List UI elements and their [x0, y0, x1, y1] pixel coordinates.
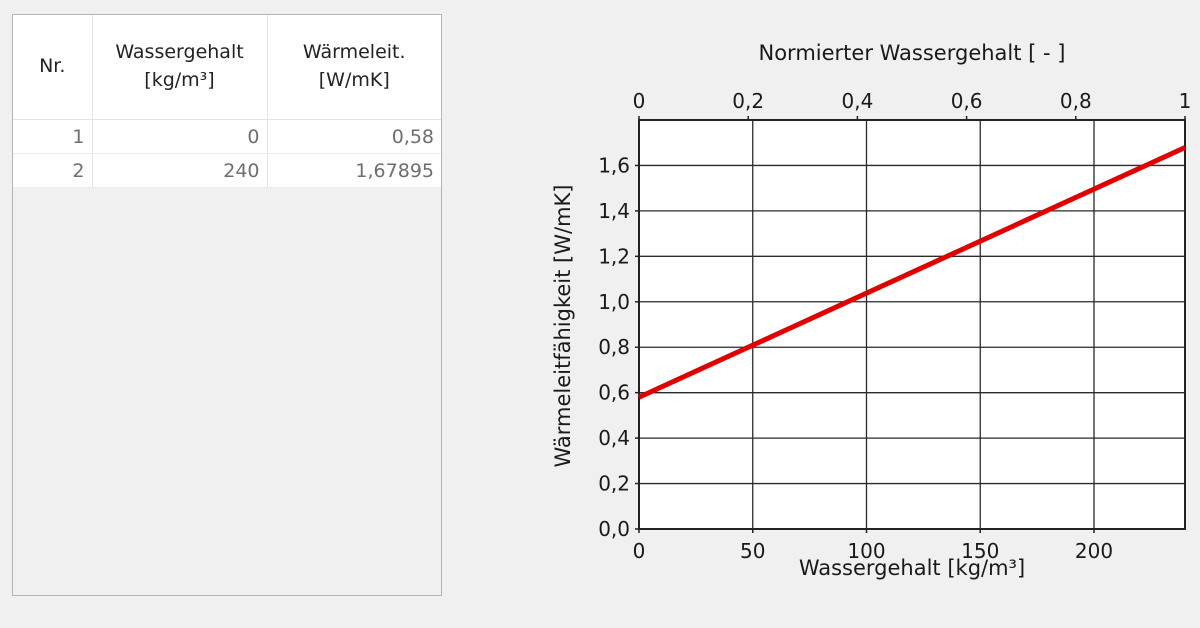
x2-tick-labels: 0 0,2 0,4 0,6 0,8 1 — [633, 89, 1192, 120]
column-header-wassergehalt-unit: [kg/m³] — [144, 69, 215, 91]
series-line — [637, 145, 1187, 400]
cell-wassergehalt[interactable]: 240 — [92, 153, 268, 188]
x-tick-label: 100 — [847, 539, 885, 563]
cell-nr[interactable]: 1 — [13, 119, 93, 154]
y-tick-label: 0,6 — [598, 381, 630, 405]
series-group — [637, 145, 1187, 400]
cell-nr[interactable]: 2 — [13, 153, 93, 188]
column-header-waermeleit-label: Wärmeleit. — [302, 41, 406, 64]
cell-waermeleit[interactable]: 0,58 — [267, 119, 441, 154]
data-table: Nr. Wassergehalt [kg/m³] Wärmeleit. [W/m… — [13, 15, 441, 188]
x-tick-label: 200 — [1075, 539, 1113, 563]
y-tick-label: 1,0 — [598, 290, 630, 314]
x-tick-label: 50 — [740, 539, 765, 563]
cell-wassergehalt[interactable]: 0 — [92, 119, 268, 154]
column-header-nr-label: Nr. — [39, 55, 66, 78]
plot-area — [639, 120, 1185, 529]
x-tick-labels: 0 50 100 150 200 — [633, 529, 1113, 563]
x-tick-label: 150 — [961, 539, 999, 563]
column-header-wassergehalt-label: Wassergehalt — [115, 41, 244, 64]
x2-tick-label: 0,2 — [732, 89, 764, 113]
x-axis-label: Wassergehalt [kg/m³] — [799, 556, 1025, 580]
y-tick-label: 0,8 — [598, 335, 630, 359]
table-row[interactable]: 2 240 1,67895 — [13, 153, 441, 188]
y-tick-labels: 0,0 0,2 0,4 0,6 0,8 1,0 1,2 1,4 1,6 — [598, 153, 639, 541]
y-axis-label: Wärmeleitfähigkeit [W/mK] — [551, 184, 575, 467]
conductivity-chart: 0,0 0,2 0,4 0,6 0,8 1,0 1,2 1,4 1,6 0 50 100 150 200… — [551, 41, 1192, 580]
y-tick-label: 0,2 — [598, 472, 630, 496]
y-tick-label: 0,0 — [598, 517, 630, 541]
chart-container: 0,0 0,2 0,4 0,6 0,8 1,0 1,2 1,4 1,6 0 50 100 150 200… — [540, 30, 1195, 590]
y-tick-label: 1,4 — [598, 199, 630, 223]
grid-lines — [639, 120, 1185, 529]
column-header-waermeleit-unit: [W/mK] — [318, 69, 390, 91]
column-header-nr[interactable]: Nr. — [13, 15, 93, 120]
y-tick-label: 0,4 — [598, 426, 630, 450]
x2-tick-label: 1 — [1179, 89, 1192, 113]
y-tick-label: 1,2 — [598, 244, 630, 268]
column-header-wassergehalt[interactable]: Wassergehalt [kg/m³] — [92, 15, 268, 120]
x2-tick-label: 0 — [633, 89, 646, 113]
y-tick-label: 1,6 — [598, 153, 630, 177]
table-row[interactable]: 1 0 0,58 — [13, 119, 441, 154]
cell-waermeleit[interactable]: 1,67895 — [267, 153, 441, 188]
x2-tick-label: 0,4 — [841, 89, 873, 113]
data-table-panel: Nr. Wassergehalt [kg/m³] Wärmeleit. [W/m… — [12, 14, 442, 596]
x2-axis-label: Normierter Wassergehalt [ - ] — [759, 41, 1066, 65]
x2-tick-label: 0,6 — [951, 89, 983, 113]
x2-tick-label: 0,8 — [1060, 89, 1092, 113]
column-header-waermeleit[interactable]: Wärmeleit. [W/mK] — [267, 15, 441, 120]
table-header-row: Nr. Wassergehalt [kg/m³] Wärmeleit. [W/m… — [13, 15, 441, 120]
plot-border — [638, 119, 1186, 530]
x-tick-label: 0 — [633, 539, 646, 563]
